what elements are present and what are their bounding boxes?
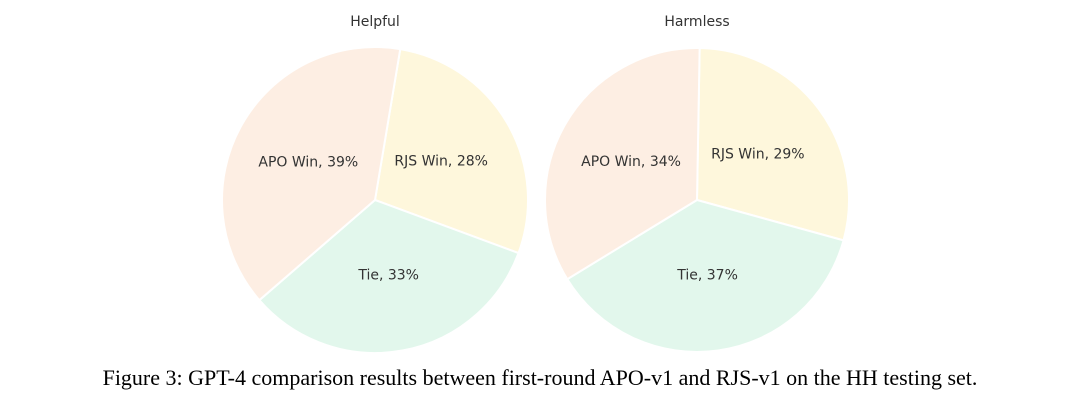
slice-label: Tie, 33%: [357, 267, 419, 283]
slice-label: Tie, 37%: [676, 267, 738, 283]
pie-slice: [257, 198, 520, 354]
slice-label: APO Win, 39%: [258, 155, 358, 171]
pie-slice: [221, 46, 402, 302]
chart-title: Harmless: [664, 14, 729, 30]
slice-label: RJS Win, 29%: [711, 146, 805, 162]
slice-label: RJS Win, 28%: [394, 154, 488, 170]
pie-slice: [695, 47, 850, 242]
chart-title: Helpful: [350, 14, 400, 30]
slice-label: APO Win, 34%: [581, 154, 681, 170]
pie-slice: [373, 47, 529, 255]
caption: Figure 3: GPT-4 comparison results betwe…: [103, 365, 978, 390]
pie-slice: [544, 47, 701, 281]
